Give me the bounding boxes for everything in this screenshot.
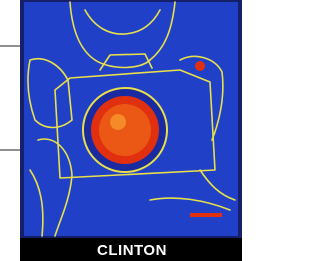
caption: CLINTON <box>97 242 167 259</box>
page: CLINTON (() => { const data = JSON.parse… <box>0 0 242 261</box>
cover-illustration <box>20 0 242 238</box>
screenshot: CLINTON <box>0 0 242 261</box>
